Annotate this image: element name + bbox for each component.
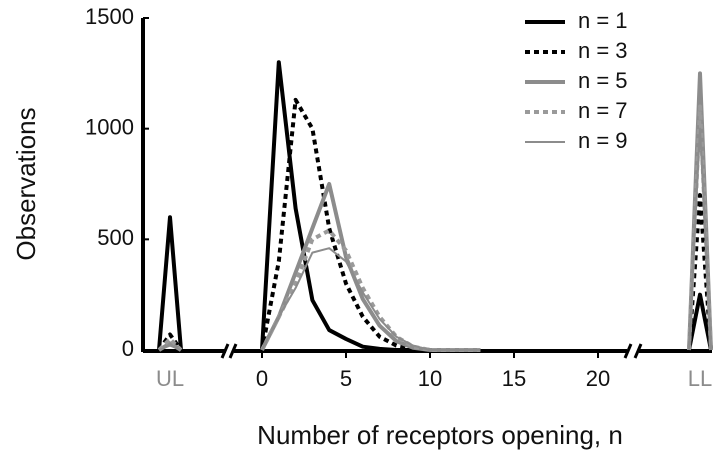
legend-label: n = 7 bbox=[578, 98, 628, 123]
y-tick-label: 0 bbox=[122, 336, 134, 361]
legend-label: n = 3 bbox=[578, 38, 628, 63]
x-tick-label: 15 bbox=[502, 366, 526, 391]
series-line bbox=[261, 247, 481, 351]
ll-spike bbox=[688, 127, 712, 351]
ll-spike bbox=[687, 193, 713, 351]
y-tick-label: 1500 bbox=[85, 4, 134, 29]
ul-spike bbox=[158, 344, 182, 351]
ll-spike bbox=[687, 292, 713, 351]
ul-spike bbox=[157, 332, 183, 352]
x-tick-label: 10 bbox=[418, 366, 442, 391]
x-tick-label: UL bbox=[156, 366, 184, 391]
y-tick-label: 500 bbox=[97, 225, 134, 250]
x-axis-title: Number of receptors opening, n bbox=[257, 420, 623, 450]
legend-label: n = 9 bbox=[578, 128, 628, 153]
legend-label: n = 1 bbox=[578, 8, 628, 33]
legend-label: n = 5 bbox=[578, 68, 628, 93]
y-tick-label: 1000 bbox=[85, 114, 134, 139]
axis-break bbox=[220, 343, 643, 359]
ul-spike bbox=[157, 215, 183, 351]
x-tick-label: 5 bbox=[340, 366, 352, 391]
y-axis-title: Observations bbox=[11, 107, 41, 260]
x-tick-label: 20 bbox=[586, 366, 610, 391]
x-tick-label: LL bbox=[688, 366, 712, 391]
x-tick-label: 0 bbox=[256, 366, 268, 391]
